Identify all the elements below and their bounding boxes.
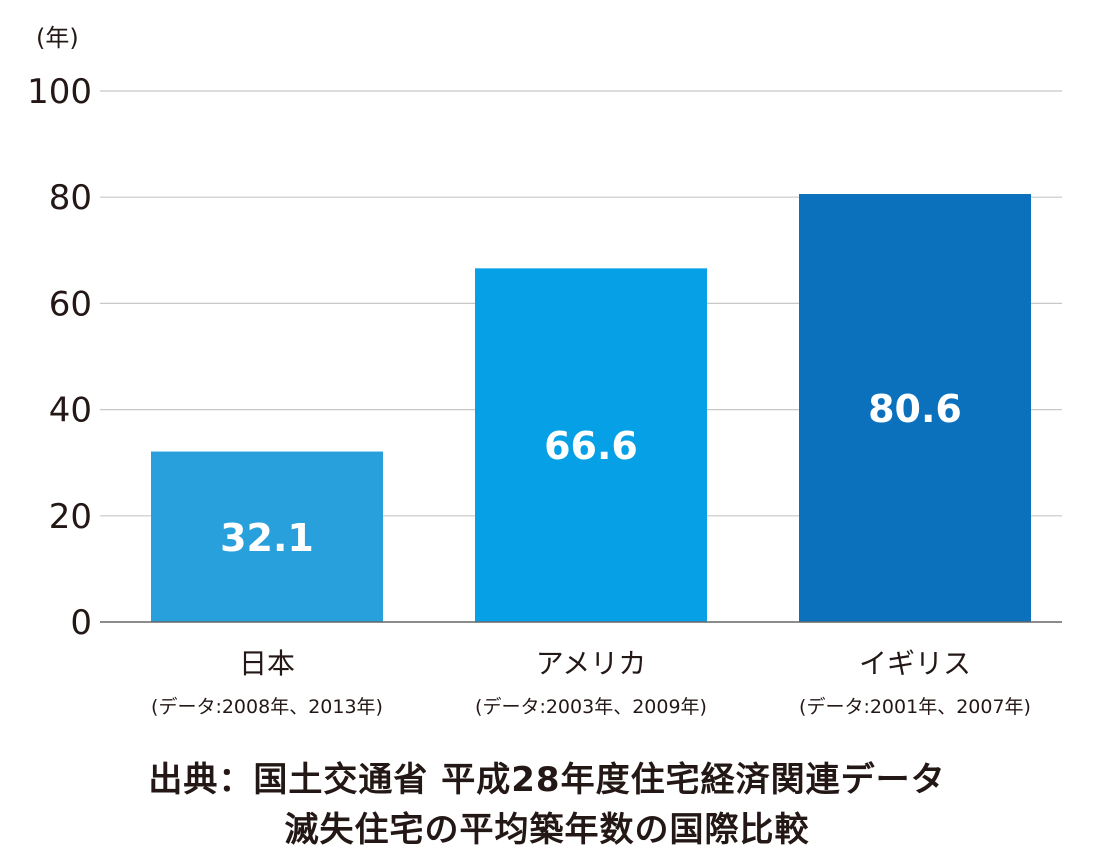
x-category-note: (データ:2003年、2009年) <box>475 696 707 718</box>
x-category-label: 日本 <box>239 647 295 680</box>
x-category-note: (データ:2001年、2007年) <box>799 696 1031 718</box>
y-tick-label: 0 <box>70 603 92 643</box>
y-tick-label: 100 <box>27 72 92 112</box>
source-caption-line-1: 出典：国土交通省 平成28年度住宅経済関連データ <box>148 760 946 800</box>
y-tick-label: 60 <box>49 284 92 324</box>
bar <box>799 194 1031 622</box>
y-tick-label: 80 <box>49 178 92 218</box>
y-axis-ticks: 0 20 40 60 80 100 <box>27 72 92 643</box>
bar-value-label: 80.6 <box>868 387 962 431</box>
bar-value-label: 66.6 <box>544 424 638 468</box>
x-category-label: アメリカ <box>536 647 647 680</box>
source-caption-line-2: 滅失住宅の平均築年数の国際比較 <box>284 810 810 850</box>
y-tick-label: 40 <box>49 391 92 431</box>
x-axis-categories: 日本 (データ:2008年、2013年) アメリカ (データ:2003年、2009年)… <box>151 647 1031 718</box>
bars: 32.1 66.6 80.6 <box>151 194 1031 622</box>
bar-chart: 0 20 40 60 80 100 (年) 32.1 66.6 80.6 日本 (データ:200… <box>27 24 1062 718</box>
bar <box>475 268 707 622</box>
x-category-label: イギリス <box>859 647 971 680</box>
x-category-note: (データ:2008年、2013年) <box>151 696 383 718</box>
bar-value-label: 32.1 <box>220 516 314 560</box>
y-tick-label: 20 <box>49 497 92 537</box>
bar <box>151 451 383 622</box>
y-axis-unit-label: (年) <box>36 24 79 52</box>
